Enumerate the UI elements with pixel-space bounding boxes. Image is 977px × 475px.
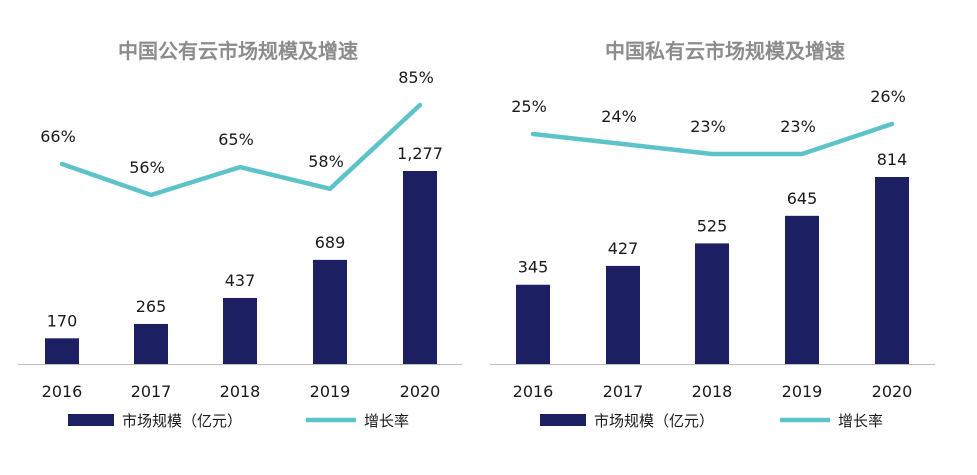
x-tick-label: 2020 [872, 382, 913, 401]
bar-2019 [313, 259, 347, 364]
x-tick-label: 2019 [310, 382, 351, 401]
bar-value-label: 525 [697, 216, 728, 235]
bar-2017 [606, 265, 640, 364]
x-tick-label: 2016 [42, 382, 83, 401]
bar-2020 [403, 171, 437, 364]
legend-bar-label: 市场规模（亿元） [594, 412, 714, 430]
bar-2020 [875, 177, 909, 364]
x-tick-label: 2020 [400, 382, 441, 401]
bar-value-label: 265 [136, 297, 167, 316]
chart-title: 中国私有云市场规模及增速 [605, 39, 845, 63]
legend: 市场规模（亿元） 增长率 [540, 412, 883, 430]
legend: 市场规模（亿元） 增长率 [68, 412, 409, 430]
legend-bar-label: 市场规模（亿元） [122, 412, 242, 430]
x-tick-label: 2017 [603, 382, 644, 401]
growth-rate-label: 24% [601, 107, 637, 126]
bar-2017 [134, 323, 168, 364]
growth-rate-label: 65% [218, 130, 254, 149]
bar-value-label: 1,277 [397, 144, 443, 163]
growth-rate-line [530, 121, 895, 157]
legend-bar-swatch [68, 414, 114, 426]
bar-value-label: 170 [47, 311, 78, 330]
bar-value-label: 427 [608, 239, 639, 258]
growth-rate-label: 56% [129, 158, 165, 177]
chart-title: 中国公有云市场规模及增速 [118, 39, 358, 63]
legend-bar-swatch [540, 414, 586, 426]
bar-value-label: 689 [315, 233, 346, 252]
bar-value-label: 814 [877, 150, 908, 169]
legend-line-label: 增长率 [838, 412, 883, 430]
bar-2016 [516, 284, 550, 364]
x-tick-label: 2019 [782, 382, 823, 401]
x-tick-label: 2017 [131, 382, 172, 401]
x-tick-label: 2018 [220, 382, 261, 401]
bar-2019 [785, 215, 819, 364]
growth-rate-label: 58% [308, 152, 344, 171]
bar-value-label: 437 [225, 271, 256, 290]
x-tick-label: 2018 [692, 382, 733, 401]
public-cloud-chart: 中国公有云市场规模及增速 170 265 437 689 1,277 66% 56% 65% 5… [18, 39, 462, 430]
bar-2016 [45, 338, 79, 364]
bar-2018 [695, 243, 729, 364]
growth-rate-label: 25% [511, 97, 547, 116]
growth-rate-label: 23% [780, 117, 816, 136]
legend-line-label: 增长率 [364, 412, 409, 430]
bar-value-label: 645 [787, 189, 818, 208]
growth-rate-label: 26% [870, 87, 906, 106]
x-tick-label: 2016 [513, 382, 554, 401]
growth-rate-label: 23% [690, 117, 726, 136]
growth-rate-label: 66% [40, 127, 76, 146]
private-cloud-chart: 中国私有云市场规模及增速 345 427 525 645 814 25% 24% 23% 23%… [490, 39, 935, 430]
growth-rate-line [59, 102, 423, 198]
bar-2018 [223, 297, 257, 364]
bar-value-label: 345 [518, 258, 549, 277]
growth-rate-label: 85% [398, 68, 434, 87]
